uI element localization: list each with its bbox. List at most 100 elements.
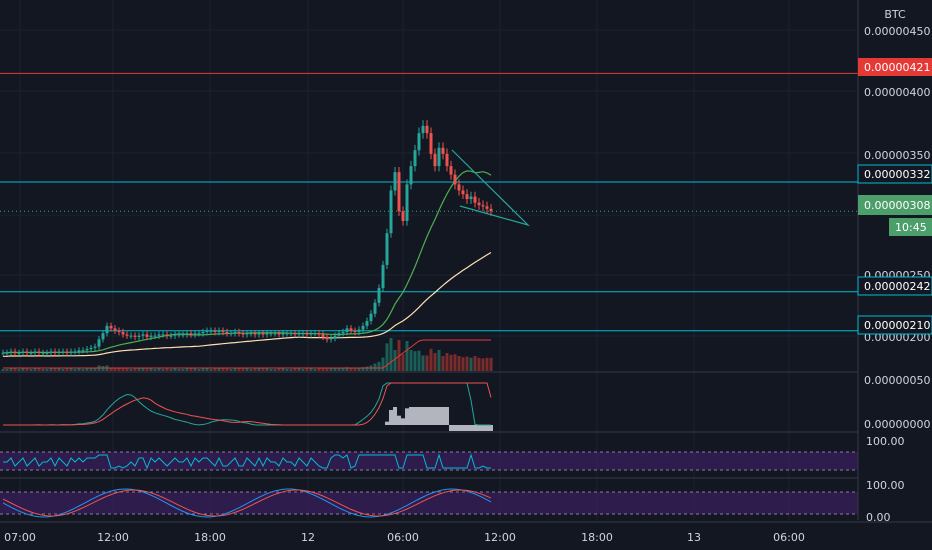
- wedge-outline: [451, 149, 531, 227]
- candle-body: [105, 325, 109, 334]
- volume-bar: [433, 353, 437, 371]
- time-tick: 12:00: [484, 531, 516, 544]
- candle-body: [469, 196, 473, 200]
- macd-signal-line: [3, 382, 492, 426]
- candle-body: [313, 333, 317, 335]
- candle-body: [181, 334, 185, 336]
- candle-body: [369, 313, 373, 322]
- volume-bar: [421, 355, 425, 371]
- volume-bar: [165, 368, 169, 371]
- macd-histogram-bar: [485, 425, 489, 431]
- candle-body: [81, 350, 85, 352]
- candle-body: [281, 333, 285, 335]
- macd-histogram-bar: [417, 407, 421, 425]
- candle-body: [197, 333, 201, 335]
- macd-histogram-bar: [441, 407, 445, 425]
- time-tick: 12: [301, 531, 315, 544]
- candle-body: [373, 302, 377, 314]
- volume-bar: [141, 368, 145, 371]
- candle-body: [173, 334, 177, 336]
- time-axis[interactable]: 07:00 12:00 18:00 12 06:00 12:00 18:00 1…: [0, 521, 932, 550]
- currency-label: BTC: [884, 8, 906, 21]
- macd-histogram-bar: [449, 425, 453, 431]
- volume-bar: [249, 369, 253, 371]
- volume-bar: [373, 363, 377, 371]
- volume-bar: [349, 367, 353, 371]
- horizontal-lines[interactable]: [0, 72, 858, 332]
- candle-body: [337, 333, 341, 336]
- svg-text:0.00000242: 0.00000242: [864, 280, 930, 293]
- candle-body: [265, 333, 269, 335]
- candle-body: [397, 172, 401, 212]
- macd-histogram-bar: [433, 407, 437, 425]
- candle-body: [221, 330, 225, 333]
- candle-body: [473, 196, 477, 203]
- grid: [0, 0, 858, 520]
- volume-bar: [45, 369, 49, 371]
- macd-pane[interactable]: [3, 382, 493, 431]
- candle-body: [365, 321, 369, 326]
- stoch-tick: 0.00: [866, 511, 891, 524]
- stoch-k-line: [2, 488, 492, 518]
- candles[interactable]: [1, 120, 493, 356]
- candle-body: [65, 351, 69, 353]
- volume-bar: [117, 368, 121, 371]
- volume-bar: [361, 367, 365, 371]
- candle-body: [441, 147, 445, 154]
- volume-bar: [37, 368, 41, 371]
- volume-bar: [305, 368, 309, 371]
- candle-body: [53, 351, 57, 353]
- macd-histogram-bar: [385, 421, 389, 425]
- stoch-rsi-pane[interactable]: [0, 488, 858, 518]
- candle-body: [121, 332, 125, 335]
- volume-bar: [449, 354, 453, 371]
- candle-body: [33, 351, 37, 353]
- stoch-band: [0, 492, 858, 514]
- volume-bar: [429, 348, 433, 371]
- candle-body: [49, 351, 53, 353]
- countdown-label: 10:45: [889, 218, 932, 236]
- macd-histogram-bar: [461, 425, 465, 431]
- macd-histogram-bar: [397, 415, 401, 425]
- price-axis[interactable]: BTC 0.00000450 0.00000400 0.00000350 0.0…: [857, 0, 932, 550]
- candle-body: [449, 166, 453, 175]
- candle-body: [205, 330, 209, 333]
- volume-bar: [33, 368, 37, 371]
- volume-bar: [293, 368, 297, 371]
- candle-body: [261, 333, 265, 335]
- candle-body: [301, 333, 305, 335]
- volume-bar: [273, 369, 277, 371]
- svg-text:0.00000308: 0.00000308: [864, 199, 930, 212]
- macd-histogram-bar: [405, 408, 409, 425]
- macd-histogram-bar: [457, 425, 461, 431]
- falling-wedge-drawing[interactable]: [451, 149, 531, 227]
- macd-histogram-bar: [469, 425, 473, 431]
- candle-body: [169, 335, 173, 337]
- candle-body: [61, 351, 65, 353]
- macd-tick: 0.00000000: [864, 418, 930, 431]
- ma-red-line: [3, 339, 491, 369]
- volume-bar: [473, 356, 477, 371]
- candle-body: [333, 335, 337, 339]
- candle-body: [445, 153, 449, 167]
- candle-body: [89, 347, 93, 350]
- volume-bar: [189, 368, 193, 371]
- volume-bar: [13, 368, 17, 371]
- volume-bar: [417, 350, 421, 371]
- volume-bar: [465, 356, 469, 371]
- candle-body: [185, 333, 189, 335]
- volume-bar: [437, 350, 441, 371]
- volume-bar: [177, 369, 181, 371]
- candle-body: [357, 329, 361, 333]
- macd-histogram-bar: [481, 425, 485, 431]
- volume-bar: [377, 361, 381, 371]
- candle-body: [361, 325, 365, 330]
- candle-body: [273, 333, 277, 335]
- macd-histogram-bar: [409, 407, 413, 425]
- candle-body: [349, 328, 353, 331]
- candle-body: [277, 333, 281, 335]
- volume-bar: [109, 367, 113, 371]
- candle-body: [409, 166, 413, 185]
- rsi-pane[interactable]: [0, 451, 858, 471]
